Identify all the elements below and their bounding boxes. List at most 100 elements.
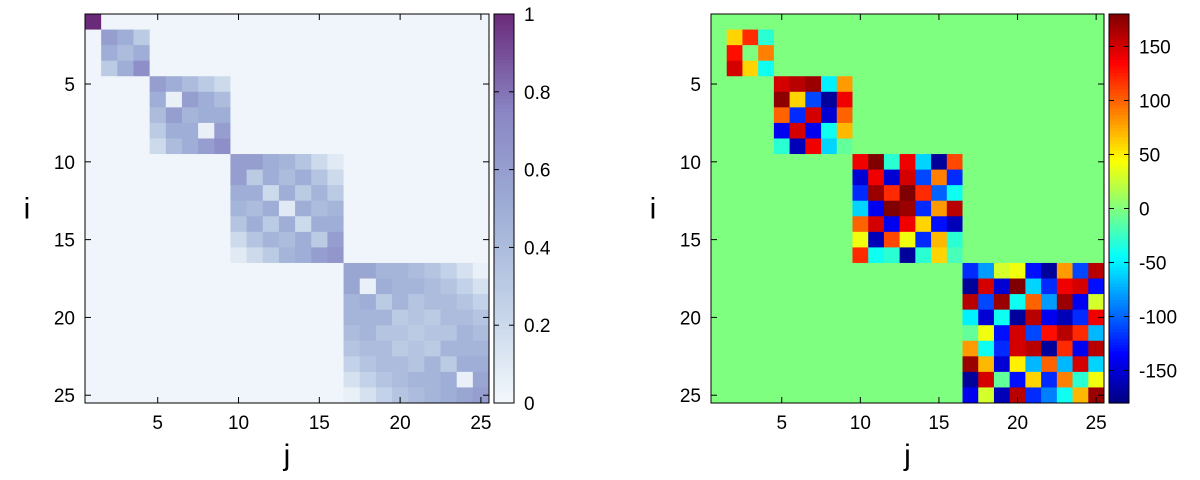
heatmap-cell xyxy=(278,294,296,311)
heatmap-cell xyxy=(392,278,409,295)
colorbar-swatch xyxy=(494,341,514,346)
heatmap-cell xyxy=(931,387,948,404)
heatmap-cell xyxy=(343,247,361,264)
colorbar-swatch xyxy=(494,20,514,25)
heatmap-cell xyxy=(85,309,102,326)
heatmap-cell xyxy=(375,185,393,202)
heatmap-cell xyxy=(392,91,409,108)
heatmap-cell xyxy=(85,247,102,264)
colorbar-swatch xyxy=(1109,279,1129,284)
heatmap-cell xyxy=(230,60,248,77)
heatmap-cell xyxy=(262,29,280,46)
heatmap-cell xyxy=(1056,356,1074,373)
heatmap-cell xyxy=(311,216,328,233)
heatmap-cell xyxy=(993,309,1011,326)
heatmap-cell xyxy=(181,247,199,264)
heatmap-cell xyxy=(311,325,328,342)
heatmap-cell xyxy=(343,138,361,155)
heatmap-cell xyxy=(278,200,296,217)
heatmap-cell xyxy=(915,122,932,139)
heatmap-cell xyxy=(821,107,838,124)
heatmap-cell xyxy=(375,262,393,280)
heatmap-cell xyxy=(789,340,806,357)
heatmap-cell xyxy=(805,14,822,31)
heatmap-cell xyxy=(758,294,775,311)
heatmap-cell xyxy=(440,29,458,46)
heatmap-cell xyxy=(392,294,409,311)
heatmap-cell xyxy=(883,107,901,124)
heatmap-cell xyxy=(165,60,183,77)
heatmap-cell xyxy=(472,309,490,326)
colorbar-swatch xyxy=(1109,234,1129,239)
heatmap-cell xyxy=(978,309,995,326)
heatmap-cell xyxy=(978,45,995,62)
heatmap-cell xyxy=(165,387,183,404)
heatmap-cell xyxy=(1041,14,1058,31)
heatmap-cell xyxy=(262,309,280,326)
heatmap-cell xyxy=(295,371,312,388)
heatmap-cell xyxy=(246,185,264,202)
heatmap-cell xyxy=(117,278,134,295)
heatmap-cell xyxy=(931,45,948,62)
heatmap-cell xyxy=(773,107,791,124)
colorbar-tick-label: 0.6 xyxy=(524,161,550,182)
colorbar-swatch xyxy=(494,224,514,229)
heatmap-cell xyxy=(773,45,791,62)
colorbar-swatch xyxy=(1109,205,1129,210)
heatmap-cell xyxy=(962,185,979,202)
heatmap-cell xyxy=(359,294,377,311)
heatmap-cell xyxy=(726,154,743,171)
heatmap-cell xyxy=(181,107,199,124)
colorbar-swatch xyxy=(1109,221,1129,226)
colorbar-swatch xyxy=(1109,227,1129,232)
colorbar-swatch xyxy=(494,286,514,291)
heatmap-cell xyxy=(789,216,806,233)
heatmap-cell xyxy=(440,200,458,217)
heatmap-cell xyxy=(165,200,183,217)
heatmap-cell xyxy=(789,169,806,186)
heatmap-cell xyxy=(1041,340,1058,357)
heatmap-cell xyxy=(962,216,979,233)
heatmap-cell xyxy=(311,122,328,139)
heatmap-cell xyxy=(327,387,345,404)
heatmap-cell xyxy=(1072,29,1089,46)
heatmap-cell xyxy=(1056,278,1074,295)
colorbar-swatch xyxy=(1109,176,1129,180)
heatmap-cell xyxy=(1025,371,1042,388)
colorbar-swatch xyxy=(494,62,514,67)
heatmap-cell xyxy=(711,154,728,171)
heatmap-cell xyxy=(1072,387,1089,404)
heatmap-cell xyxy=(214,294,231,311)
heatmap-cell xyxy=(1088,278,1105,295)
heatmap-cell xyxy=(101,325,118,342)
colorbar-swatch xyxy=(494,377,514,381)
heatmap-cell xyxy=(711,169,728,186)
heatmap-cell xyxy=(181,76,199,93)
colorbar-swatch xyxy=(1109,36,1129,41)
heatmap-cell xyxy=(343,371,361,388)
heatmap-cell xyxy=(836,371,853,388)
heatmap-cell xyxy=(133,29,151,46)
heatmap-cell xyxy=(295,14,312,31)
heatmap-cell xyxy=(962,14,979,31)
heatmap-cell xyxy=(836,138,853,155)
heatmap-cell xyxy=(392,60,409,77)
colorbar-swatch xyxy=(1109,383,1129,388)
heatmap-cell xyxy=(85,356,102,373)
heatmap-cell xyxy=(408,371,425,388)
heatmap-cell xyxy=(758,138,775,155)
heatmap-cell xyxy=(343,356,361,373)
heatmap-cell xyxy=(101,294,118,311)
colorbar-swatch xyxy=(1109,308,1129,313)
heatmap-cell xyxy=(117,76,134,93)
heatmap-cell xyxy=(773,169,791,186)
heatmap-cell xyxy=(262,356,280,373)
heatmap-cell xyxy=(165,169,183,186)
heatmap-cell xyxy=(214,91,231,108)
heatmap-cell xyxy=(359,107,377,124)
colorbar-swatch xyxy=(494,396,514,401)
heatmap-cell xyxy=(278,262,296,280)
heatmap-cell xyxy=(214,278,231,295)
heatmap-cell xyxy=(1072,247,1089,264)
heatmap-cell xyxy=(1056,14,1074,31)
